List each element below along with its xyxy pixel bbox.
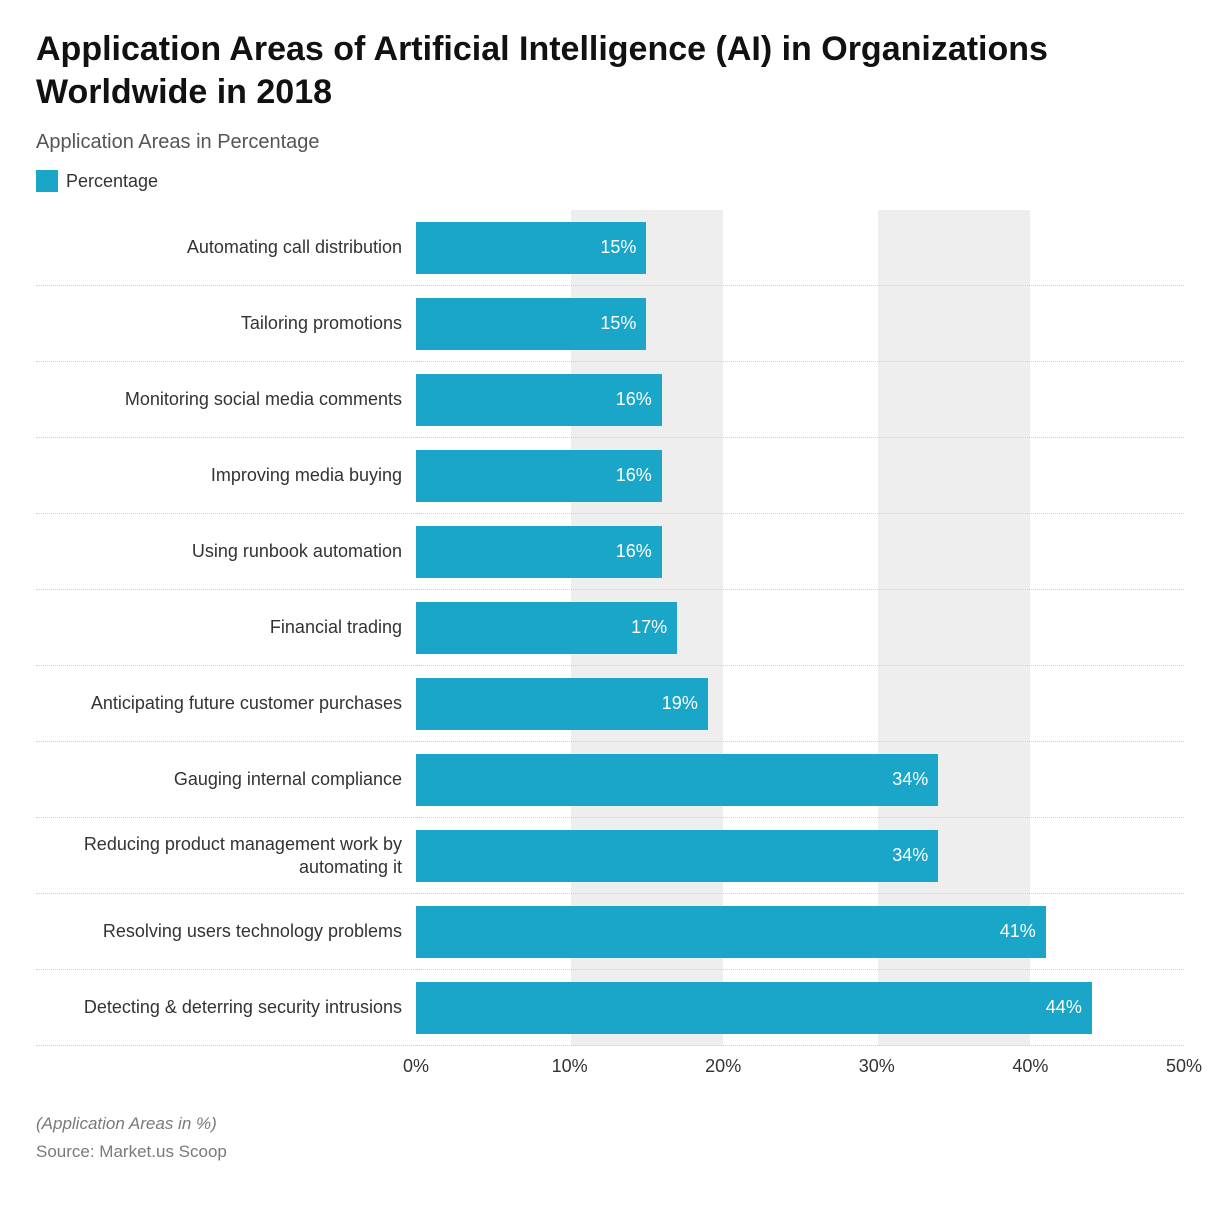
- bar: 41%: [416, 906, 1046, 958]
- y-axis-label: Financial trading: [36, 590, 416, 666]
- page: Application Areas of Artificial Intellig…: [0, 0, 1220, 1192]
- category-label: Resolving users technology problems: [103, 920, 402, 943]
- y-axis-label: Resolving users technology problems: [36, 894, 416, 970]
- bar: 34%: [416, 754, 938, 806]
- category-label: Detecting & deterring security intrusion…: [84, 996, 402, 1019]
- legend: Percentage: [36, 170, 1184, 192]
- bar-value-label: 15%: [600, 313, 636, 334]
- x-axis-tick: 30%: [859, 1056, 895, 1077]
- x-axis-tick: 0%: [403, 1056, 429, 1077]
- x-axis-ticks: 0%10%20%30%40%50%: [416, 1056, 1184, 1084]
- bar-value-label: 16%: [616, 465, 652, 486]
- bar: 16%: [416, 450, 662, 502]
- y-axis-label: Automating call distribution: [36, 210, 416, 286]
- category-label: Automating call distribution: [187, 236, 402, 259]
- bar-row: 15%: [416, 210, 1184, 286]
- bar-row: 16%: [416, 438, 1184, 514]
- bar-row: 16%: [416, 362, 1184, 438]
- x-axis-tick: 10%: [552, 1056, 588, 1077]
- category-label: Gauging internal compliance: [174, 768, 402, 791]
- category-label: Anticipating future customer purchases: [91, 692, 402, 715]
- bar: 15%: [416, 222, 646, 274]
- chart-subtitle: Application Areas in Percentage: [36, 131, 1184, 154]
- bar: 44%: [416, 982, 1092, 1034]
- bar-value-label: 19%: [662, 693, 698, 714]
- y-axis-label: Using runbook automation: [36, 514, 416, 590]
- chart-title: Application Areas of Artificial Intellig…: [36, 28, 1096, 113]
- bar: 15%: [416, 298, 646, 350]
- category-label: Tailoring promotions: [241, 312, 402, 335]
- bar-value-label: 44%: [1046, 997, 1082, 1018]
- bar-row: 17%: [416, 590, 1184, 666]
- bar-value-label: 34%: [892, 845, 928, 866]
- legend-swatch: [36, 170, 58, 192]
- x-axis-tick: 20%: [705, 1056, 741, 1077]
- bar-row: 16%: [416, 514, 1184, 590]
- legend-label: Percentage: [66, 171, 158, 192]
- y-axis-label: Detecting & deterring security intrusion…: [36, 970, 416, 1046]
- bar-row: 44%: [416, 970, 1184, 1046]
- footer-note: (Application Areas in %): [36, 1114, 1184, 1134]
- plot-area: 15% 15% 16% 16% 16% 17% 19% 34% 34% 41% 44%: [416, 210, 1184, 1046]
- x-axis-tick: 40%: [1012, 1056, 1048, 1077]
- bar-value-label: 15%: [600, 237, 636, 258]
- y-axis-label: Improving media buying: [36, 438, 416, 514]
- bar-value-label: 41%: [1000, 921, 1036, 942]
- y-axis-labels: Automating call distribution Tailoring pr…: [36, 210, 416, 1046]
- category-label: Using runbook automation: [192, 540, 402, 563]
- y-axis-label: Reducing product management work by auto…: [36, 818, 416, 894]
- bar: 17%: [416, 602, 677, 654]
- y-axis-label: Anticipating future customer purchases: [36, 666, 416, 742]
- x-axis: 0%10%20%30%40%50%: [36, 1056, 1184, 1084]
- bar-row: 15%: [416, 286, 1184, 362]
- footer-source: Source: Market.us Scoop: [36, 1142, 1184, 1162]
- bar-row: 34%: [416, 818, 1184, 894]
- bar: 19%: [416, 678, 708, 730]
- bar: 16%: [416, 374, 662, 426]
- y-axis-label: Monitoring social media comments: [36, 362, 416, 438]
- bar-value-label: 16%: [616, 541, 652, 562]
- bar-chart: Automating call distribution Tailoring pr…: [36, 210, 1184, 1046]
- category-label: Reducing product management work by auto…: [42, 833, 402, 878]
- x-axis-tick: 50%: [1166, 1056, 1202, 1077]
- category-label: Monitoring social media comments: [125, 388, 402, 411]
- bar-value-label: 17%: [631, 617, 667, 638]
- category-label: Improving media buying: [211, 464, 402, 487]
- category-label: Financial trading: [270, 616, 402, 639]
- bar-row: 41%: [416, 894, 1184, 970]
- y-axis-label: Gauging internal compliance: [36, 742, 416, 818]
- bar-value-label: 16%: [616, 389, 652, 410]
- bar-row: 34%: [416, 742, 1184, 818]
- bar: 16%: [416, 526, 662, 578]
- bar: 34%: [416, 830, 938, 882]
- y-axis-label: Tailoring promotions: [36, 286, 416, 362]
- bar-row: 19%: [416, 666, 1184, 742]
- bar-value-label: 34%: [892, 769, 928, 790]
